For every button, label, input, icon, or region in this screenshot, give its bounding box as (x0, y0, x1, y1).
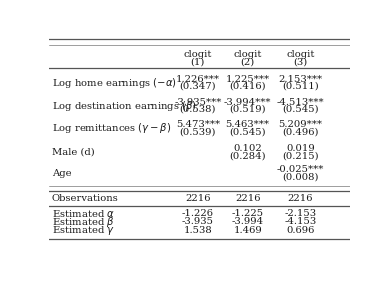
Text: Log home earnings $(-\alpha)$: Log home earnings $(-\alpha)$ (52, 76, 176, 90)
Text: -3.935***: -3.935*** (174, 98, 222, 107)
Text: (0.496): (0.496) (282, 127, 319, 136)
Text: (3): (3) (293, 57, 307, 66)
Text: (0.008): (0.008) (282, 172, 319, 181)
Text: (0.511): (0.511) (282, 82, 319, 91)
Text: -3.935: -3.935 (182, 217, 214, 226)
Text: Estimated $\alpha$: Estimated $\alpha$ (52, 208, 115, 219)
Text: clogit: clogit (233, 50, 262, 59)
Text: (0.539): (0.539) (180, 127, 216, 136)
Text: (0.215): (0.215) (282, 151, 319, 160)
Text: (0.347): (0.347) (180, 82, 216, 91)
Text: clogit: clogit (286, 50, 315, 59)
Text: Log remittances $(\gamma - \beta)$: Log remittances $(\gamma - \beta)$ (52, 121, 171, 135)
Text: (0.416): (0.416) (229, 82, 266, 91)
Text: Estimated $\beta$: Estimated $\beta$ (52, 215, 114, 229)
Text: -0.025***: -0.025*** (277, 165, 324, 174)
Text: clogit: clogit (184, 50, 212, 59)
Text: 2216: 2216 (235, 194, 260, 203)
Text: 5.473***: 5.473*** (176, 120, 220, 129)
Text: 0.102: 0.102 (233, 144, 262, 153)
Text: 2216: 2216 (287, 194, 313, 203)
Text: 2216: 2216 (185, 194, 210, 203)
Text: (0.284): (0.284) (229, 151, 266, 160)
Text: (1): (1) (191, 57, 205, 66)
Text: Age: Age (52, 169, 71, 178)
Text: -4.153: -4.153 (284, 217, 317, 226)
Text: 1.538: 1.538 (184, 226, 212, 235)
Text: (0.538): (0.538) (180, 105, 216, 114)
Text: (0.545): (0.545) (229, 127, 266, 136)
Text: -3.994: -3.994 (231, 217, 264, 226)
Text: 1.469: 1.469 (233, 226, 262, 235)
Text: (0.545): (0.545) (282, 105, 319, 114)
Text: Estimated $\gamma$: Estimated $\gamma$ (52, 224, 115, 237)
Text: -1.226: -1.226 (182, 209, 214, 218)
Text: (2): (2) (240, 57, 255, 66)
Text: Observations: Observations (52, 194, 118, 203)
Text: 5.463***: 5.463*** (226, 120, 270, 129)
Text: -2.153: -2.153 (284, 209, 316, 218)
Text: 1.226***: 1.226*** (176, 75, 220, 84)
Text: -1.225: -1.225 (231, 209, 264, 218)
Text: (0.519): (0.519) (229, 105, 266, 114)
Text: 2.153***: 2.153*** (278, 75, 322, 84)
Text: Log destination earnings $(\beta)$: Log destination earnings $(\beta)$ (52, 99, 196, 113)
Text: 5.209***: 5.209*** (279, 120, 322, 129)
Text: -4.513***: -4.513*** (277, 98, 324, 107)
Text: 1.225***: 1.225*** (226, 75, 270, 84)
Text: 0.696: 0.696 (286, 226, 315, 235)
Text: Male (d): Male (d) (52, 148, 95, 157)
Text: -3.994***: -3.994*** (224, 98, 272, 107)
Text: 0.019: 0.019 (286, 144, 315, 153)
